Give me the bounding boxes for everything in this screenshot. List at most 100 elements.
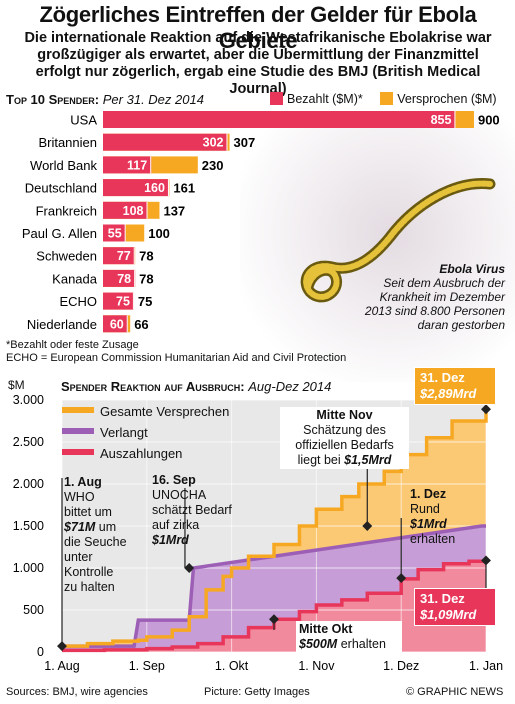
- virus-text: Seit dem Ausbruch der Krankheit im Dezem…: [364, 276, 505, 332]
- page-subtitle: Die internationale Reaktion auf die West…: [24, 30, 492, 97]
- top10-date: Per 31. Dez 2014: [102, 92, 204, 107]
- ann-dec-amount: $1Mrd: [410, 517, 447, 531]
- bar-category-label: World Bank: [30, 158, 97, 173]
- line-heading-label: Spender Reaktion auf Ausbruch:: [61, 379, 245, 394]
- legend-pledged-swatch: [380, 92, 394, 105]
- ebola-virus-image: [240, 112, 515, 382]
- ann-sep-date: 16. Sep: [152, 473, 196, 487]
- bar-paid-value: 77: [117, 249, 131, 263]
- ann-dec-line1: Rund: [410, 502, 440, 516]
- bar-category-label: Britannien: [38, 135, 97, 150]
- legend-requested-label: Verlangt: [100, 425, 148, 440]
- ann-nov-line2: offiziellen Bedarfs: [295, 438, 394, 452]
- footer-credit: © GRAPHIC NEWS: [406, 686, 504, 698]
- bar-pledged-value: 75: [138, 294, 152, 309]
- x-tick-label: 1. Okt: [215, 659, 249, 673]
- bar-category-label: Schweden: [36, 249, 97, 264]
- box-total-date: 31. Dez: [420, 370, 465, 385]
- annotation-marker: [184, 563, 195, 573]
- ann-sep-amount: $1Mrd: [152, 533, 189, 547]
- line-heading: Spender Reaktion auf Ausbruch: Aug-Dez 2…: [58, 379, 335, 394]
- legend-paid: Auszahlungen: [62, 443, 229, 464]
- bar-paid: [103, 179, 169, 197]
- x-tick-label: 1. Nov: [298, 659, 335, 673]
- ann-oct-amount: $500M: [299, 637, 338, 651]
- bar-divider: [134, 269, 136, 287]
- ann-nov-date: Mitte Nov: [316, 408, 373, 422]
- bar-divider: [124, 224, 126, 242]
- ann-aug-line3: um: [98, 520, 117, 534]
- box-paid-dec: 31. Dez $1,09Mrd: [414, 588, 496, 626]
- annotation-marker: [57, 641, 67, 652]
- ann-aug-line7: zu halten: [64, 580, 115, 594]
- bar-paid: [103, 269, 136, 287]
- ann-nov-line1: Schätzung des: [303, 423, 386, 437]
- bar-divider: [150, 156, 152, 174]
- bar-pledged-value: 230: [202, 158, 224, 173]
- bar-divider: [167, 179, 169, 197]
- bar-divider: [146, 201, 148, 219]
- bar-paid-value: 160: [144, 181, 165, 195]
- bar-pledged-value: 137: [163, 203, 185, 218]
- footnote-echo: ECHO = European Commission Humanitarian …: [6, 352, 347, 364]
- page-title: Zögerliches Eintreffen der Gelder für Eb…: [39, 2, 477, 53]
- bar-paid-value: 78: [117, 272, 131, 286]
- bar-paid-value: 75: [116, 295, 130, 309]
- y-tick-label: 3.000: [13, 393, 44, 407]
- box-total-amount: $2,89Mrd: [420, 386, 477, 401]
- annotation-aug: 1. Aug WHO bittet um $71M um die Seuche …: [64, 475, 136, 595]
- legend-total: Gesamte Versprechen: [62, 401, 229, 422]
- y-tick-label: 500: [23, 603, 44, 617]
- top10-heading: Top 10 Spender: Per 31. Dez 2014: [6, 92, 204, 107]
- bar-paid-value: 60: [110, 317, 124, 331]
- bar-pledged-value: 161: [173, 181, 195, 196]
- annotation-oct: Mitte Okt $500M erhalten: [296, 621, 402, 653]
- x-tick-label: 1. Jan: [469, 659, 503, 673]
- bar-category-label: Deutschland: [25, 181, 97, 196]
- line-heading-period: Aug-Dez 2014: [248, 379, 332, 394]
- ann-aug-amount: $71M: [64, 520, 96, 534]
- ann-sep-line3: auf zirka: [152, 518, 200, 532]
- bar-category-label: Frankreich: [36, 203, 97, 218]
- bar-category-label: Niederlande: [27, 317, 97, 332]
- top10-bar-chart: USA 855 900 Britannien 302 307 World Bank 117 23…: [22, 111, 500, 333]
- bar-pledged-value: 78: [139, 249, 153, 264]
- y-tick-label: 1.500: [13, 519, 44, 533]
- bar-pledged-value: 100: [148, 226, 170, 241]
- ann-dec-date: 1. Dez: [410, 487, 447, 501]
- bar-paid: [103, 156, 152, 174]
- y-tick-label: 2.500: [13, 435, 44, 449]
- bar-pledged-value: 78: [139, 271, 153, 286]
- legend-requested: Verlangt: [62, 422, 229, 443]
- bar-paid-value: 55: [108, 227, 122, 241]
- ann-dec-line2: erhalten: [410, 532, 456, 546]
- ann-nov-line3: liegt bei: [297, 453, 341, 467]
- y-unit: $M: [8, 378, 25, 392]
- legend-paid-swatch: [270, 92, 283, 105]
- box-total-dec: 31. Dez $2,89Mrd: [414, 367, 496, 405]
- footnote-paid: *Bezahlt oder feste Zusage: [6, 339, 139, 351]
- ann-sep-line1: UNOCHA: [152, 488, 207, 502]
- legend-paid-label: Bezahlt ($M)*: [287, 92, 363, 106]
- legend-total-label: Gesamte Versprechen: [100, 404, 230, 419]
- ann-oct-date: Mitte Okt: [299, 622, 353, 636]
- footer-picture: Picture: Getty Images: [204, 686, 310, 698]
- bar-category-label: Paul G. Allen: [22, 226, 97, 241]
- bar-divider: [132, 292, 134, 310]
- ann-aug-line4: die Seuche: [64, 535, 127, 549]
- annotation-sep: 16. Sep UNOCHA schätzt Bedarf auf zirka …: [152, 473, 247, 548]
- virus-name: Ebola Virus: [439, 262, 505, 276]
- x-tick-label: 1. Dez: [383, 659, 419, 673]
- line-paid: [62, 559, 488, 653]
- ann-aug-line2: bittet um: [64, 505, 112, 519]
- bar-paid: [103, 224, 126, 242]
- bar-paid: [103, 247, 135, 265]
- bar-category-label: ECHO: [59, 294, 97, 309]
- bar-divider: [126, 315, 128, 333]
- ann-aug-line6: Kontrolle: [64, 565, 114, 579]
- bar-pledged-value: 307: [234, 135, 256, 150]
- ann-sep-line2: schätzt Bedarf: [152, 503, 232, 517]
- ann-aug-line5: unter: [64, 550, 93, 564]
- footer-sources: Sources: BMJ, wire agencies: [6, 686, 148, 698]
- bar-category-label: USA: [70, 113, 97, 128]
